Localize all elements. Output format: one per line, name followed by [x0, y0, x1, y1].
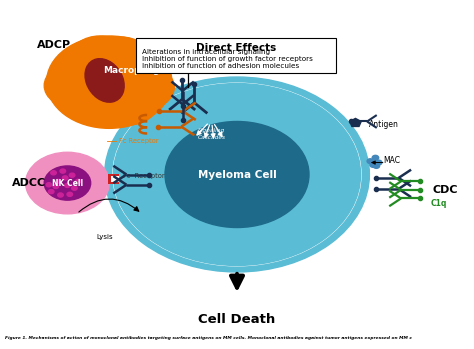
Text: Fc  Receptor: Fc Receptor	[123, 173, 165, 179]
Text: CDC: CDC	[432, 185, 457, 195]
Text: MAC: MAC	[383, 156, 401, 165]
Text: Inhibition of function of growth factor receptors: Inhibition of function of growth factor …	[142, 56, 313, 62]
Text: Alterations in intracellular signaling: Alterations in intracellular signaling	[142, 49, 270, 55]
Circle shape	[113, 83, 361, 266]
Text: ADCP: ADCP	[37, 39, 72, 50]
Text: Antigen: Antigen	[369, 120, 399, 129]
Circle shape	[46, 36, 172, 128]
Circle shape	[53, 184, 59, 188]
Text: Lysis: Lysis	[96, 234, 113, 240]
Circle shape	[114, 65, 174, 110]
Ellipse shape	[85, 59, 124, 102]
Circle shape	[51, 171, 56, 175]
Circle shape	[26, 152, 109, 214]
Text: Signaling
Cascades: Signaling Cascades	[198, 128, 226, 140]
Polygon shape	[350, 118, 361, 126]
Circle shape	[44, 63, 105, 108]
Circle shape	[72, 186, 77, 190]
Circle shape	[370, 163, 376, 167]
Circle shape	[367, 159, 374, 164]
Circle shape	[75, 179, 81, 183]
Circle shape	[48, 190, 54, 194]
Circle shape	[113, 83, 361, 266]
Circle shape	[99, 44, 166, 93]
Circle shape	[60, 169, 65, 173]
Text: Direct Effects: Direct Effects	[196, 43, 276, 53]
Text: Macrophage: Macrophage	[103, 66, 166, 75]
FancyBboxPatch shape	[136, 38, 336, 73]
Circle shape	[44, 166, 91, 200]
FancyBboxPatch shape	[108, 174, 119, 184]
Text: NK Cell: NK Cell	[52, 179, 83, 187]
Text: Myeloma Cell: Myeloma Cell	[198, 170, 276, 179]
Circle shape	[55, 179, 61, 183]
Circle shape	[375, 160, 382, 165]
Text: Fc Receptor: Fc Receptor	[118, 138, 158, 144]
Text: C1q: C1q	[431, 199, 447, 208]
Circle shape	[98, 81, 158, 125]
Text: Inhibition of function of adhesion molecules: Inhibition of function of adhesion molec…	[142, 63, 299, 69]
Circle shape	[372, 155, 379, 160]
FancyBboxPatch shape	[110, 176, 119, 182]
Circle shape	[69, 173, 75, 177]
Circle shape	[67, 192, 73, 196]
Circle shape	[63, 176, 68, 180]
Circle shape	[58, 193, 63, 197]
Text: ADCC: ADCC	[12, 178, 46, 188]
Circle shape	[51, 46, 121, 98]
Circle shape	[64, 183, 70, 187]
Circle shape	[105, 77, 369, 272]
Circle shape	[46, 183, 52, 187]
Text: Figure 1. Mechanisms of action of monoclonal antibodies targeting surface antige: Figure 1. Mechanisms of action of monocl…	[5, 336, 412, 340]
Circle shape	[165, 121, 309, 228]
Circle shape	[61, 79, 121, 123]
Circle shape	[70, 36, 130, 80]
Text: Cell Death: Cell Death	[199, 313, 275, 326]
Circle shape	[373, 164, 380, 168]
Circle shape	[92, 37, 150, 80]
